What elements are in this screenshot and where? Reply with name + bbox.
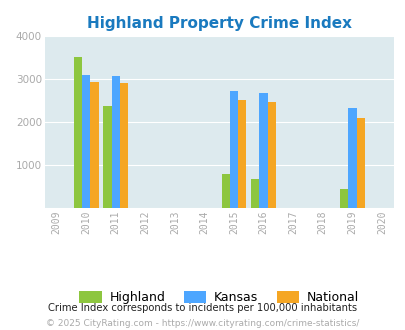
Bar bbox=[103, 106, 111, 208]
Text: Crime Index corresponds to incidents per 100,000 inhabitants: Crime Index corresponds to incidents per… bbox=[48, 303, 357, 313]
Legend: Highland, Kansas, National: Highland, Kansas, National bbox=[74, 286, 363, 310]
Bar bbox=[111, 76, 119, 208]
Bar bbox=[251, 179, 259, 208]
Bar bbox=[229, 91, 238, 208]
Bar bbox=[238, 100, 246, 208]
Text: © 2025 CityRating.com - https://www.cityrating.com/crime-statistics/: © 2025 CityRating.com - https://www.city… bbox=[46, 319, 359, 328]
Bar bbox=[73, 57, 82, 208]
Title: Highland Property Crime Index: Highland Property Crime Index bbox=[87, 16, 351, 31]
Bar bbox=[267, 102, 275, 208]
Bar bbox=[339, 189, 347, 208]
Bar bbox=[119, 83, 128, 208]
Bar bbox=[82, 75, 90, 208]
Bar bbox=[90, 82, 98, 208]
Bar bbox=[347, 108, 356, 208]
Bar bbox=[221, 174, 229, 208]
Bar bbox=[356, 118, 364, 208]
Bar bbox=[259, 93, 267, 208]
